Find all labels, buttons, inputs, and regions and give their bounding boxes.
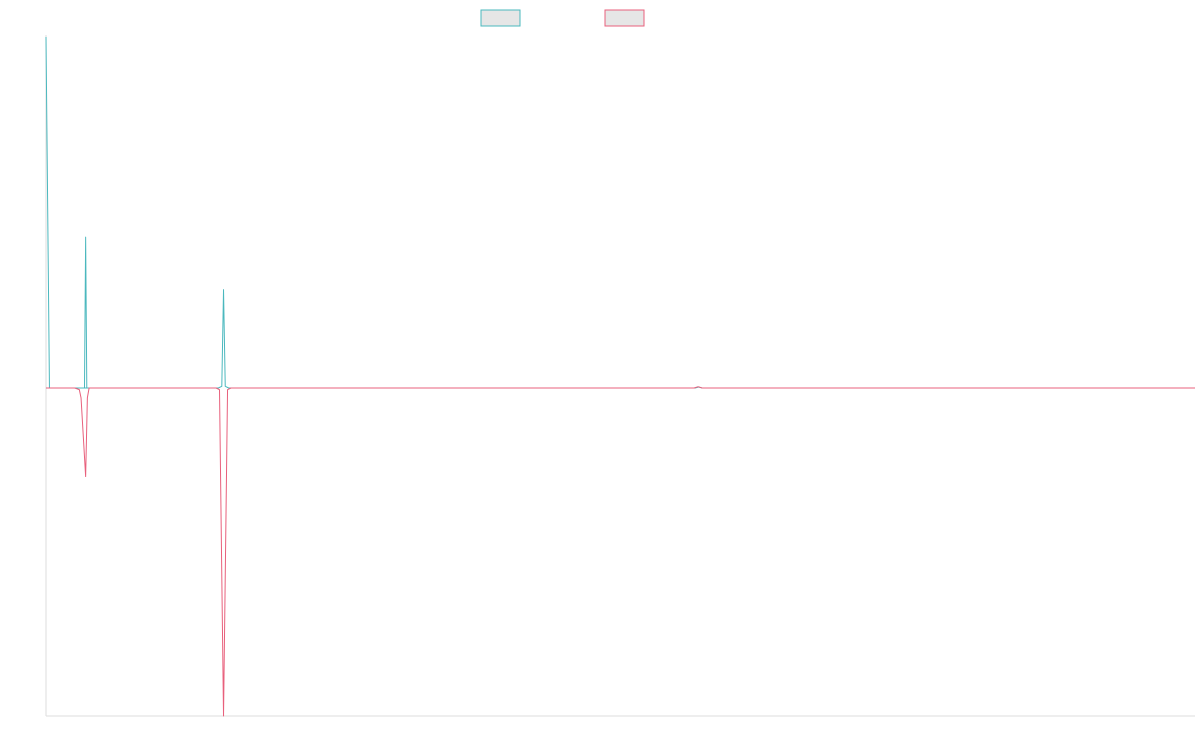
- legend-swatch-1[interactable]: [480, 9, 521, 27]
- legend-swatch-2[interactable]: [604, 9, 645, 27]
- legend: [480, 9, 645, 27]
- series-line-2: [46, 386, 1195, 717]
- axes: [45, 35, 1195, 717]
- series-layer: [45, 36, 1195, 717]
- series-line-1: [45, 36, 1195, 389]
